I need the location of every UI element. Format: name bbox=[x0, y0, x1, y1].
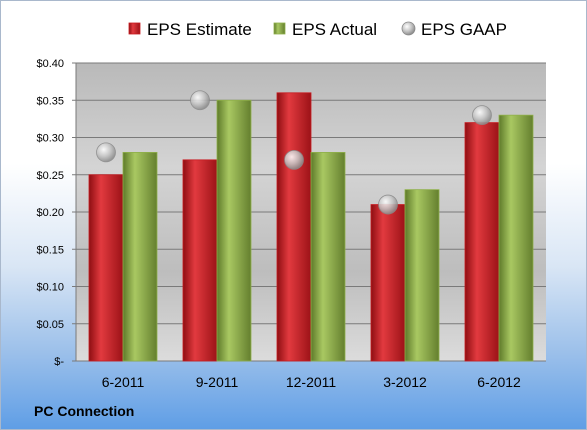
estimate-bar bbox=[182, 159, 218, 362]
bars bbox=[88, 92, 534, 362]
legend-swatch bbox=[273, 22, 286, 35]
category-label: 12-2011 bbox=[286, 374, 337, 390]
legend-label: EPS GAAP bbox=[421, 20, 507, 39]
y-tick-label: $0.40 bbox=[36, 58, 64, 70]
actual-bar bbox=[404, 189, 440, 362]
actual-bar bbox=[498, 114, 534, 362]
category-label: 6-2011 bbox=[102, 374, 145, 390]
y-tick-label: $0.30 bbox=[36, 133, 64, 145]
y-tick-label: $0.35 bbox=[36, 95, 64, 107]
gaap-marker bbox=[472, 105, 492, 126]
y-tick-label: $0.10 bbox=[36, 282, 64, 294]
company-name: PC Connection bbox=[34, 403, 135, 419]
gaap-marker bbox=[96, 142, 116, 163]
y-tick-label: $- bbox=[54, 356, 64, 368]
y-axis: $0.40 $0.35 $0.30 $0.25 $0.20 $0.15 $0.10 $0.05… bbox=[36, 58, 77, 368]
gaap-marker bbox=[190, 90, 210, 111]
actual-bar bbox=[216, 99, 252, 362]
legend-swatch bbox=[128, 22, 141, 35]
legend-label: EPS Actual bbox=[292, 20, 377, 39]
category-label: 3-2012 bbox=[383, 374, 427, 390]
estimate-bar bbox=[370, 204, 406, 362]
y-tick-label: $0.20 bbox=[36, 207, 64, 219]
category-label: 6-2012 bbox=[477, 374, 521, 390]
legend: EPS Estimate EPS Actual EPS GAAP bbox=[128, 20, 507, 39]
y-tick-label: $0.25 bbox=[36, 170, 64, 182]
actual-bar bbox=[310, 151, 346, 362]
gaap-marker bbox=[284, 149, 304, 170]
category-label: 9-2011 bbox=[196, 374, 239, 390]
legend-swatch bbox=[401, 21, 416, 36]
y-tick-label: $0.05 bbox=[36, 319, 64, 331]
estimate-bar bbox=[88, 174, 124, 362]
actual-bar bbox=[122, 151, 158, 362]
x-axis: 6-2011 9-2011 12-2011 3-2012 6-2012 bbox=[102, 374, 521, 390]
y-tick-label: $0.15 bbox=[36, 244, 64, 256]
estimate-bar bbox=[276, 92, 312, 362]
legend-label: EPS Estimate bbox=[147, 20, 252, 39]
gaap-marker bbox=[378, 194, 398, 215]
estimate-bar bbox=[464, 122, 500, 362]
gaap-markers bbox=[96, 90, 492, 215]
